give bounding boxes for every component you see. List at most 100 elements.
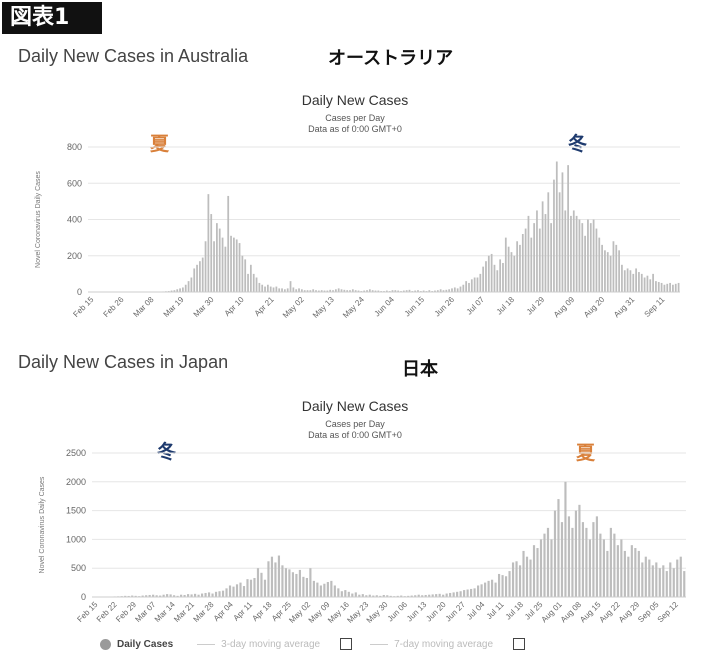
bar <box>547 192 550 292</box>
bar <box>210 214 213 292</box>
bar <box>317 290 320 292</box>
bar <box>504 237 507 293</box>
x-tick-label: Jun 27 <box>444 600 468 624</box>
bar <box>340 289 343 292</box>
bar <box>319 585 322 597</box>
bar <box>588 539 591 597</box>
bar <box>162 594 165 597</box>
x-tick-label: Aug 20 <box>582 295 607 320</box>
legend-avg3-checkbox[interactable] <box>340 638 353 650</box>
bar <box>638 272 640 292</box>
legend-avg7-label[interactable]: 7-day moving average <box>394 638 494 650</box>
bar <box>272 287 275 292</box>
bar <box>242 586 246 597</box>
bar <box>494 582 497 597</box>
bar <box>391 290 394 292</box>
bar <box>264 286 266 292</box>
bar <box>173 595 176 597</box>
japan-chart-subtitle: Cases per Day <box>325 419 385 429</box>
y-tick-label: 0 <box>81 592 86 602</box>
bar <box>306 290 309 292</box>
bar <box>323 583 326 597</box>
x-tick-label: Jul 18 <box>504 600 526 622</box>
y-tick-label: 0 <box>77 287 82 297</box>
bar <box>438 593 441 597</box>
x-tick-label: Feb 22 <box>95 600 119 624</box>
bar <box>560 522 564 597</box>
bar <box>298 288 300 293</box>
bar <box>224 246 227 292</box>
x-tick-label: Sep 12 <box>656 600 681 625</box>
bar <box>504 576 508 597</box>
bar <box>193 268 196 292</box>
bar <box>476 277 479 292</box>
bar <box>284 568 288 597</box>
bar <box>672 284 674 292</box>
bar <box>201 257 204 292</box>
bar <box>197 594 200 597</box>
bar <box>190 277 193 292</box>
bar <box>295 573 298 597</box>
bar <box>270 556 274 597</box>
x-tick-label: May 30 <box>365 600 390 625</box>
bar <box>616 545 619 597</box>
bar <box>246 579 249 597</box>
bar <box>561 172 564 293</box>
legend-avg7-marker[interactable] <box>370 643 389 645</box>
bar <box>337 288 340 293</box>
bar <box>663 284 666 292</box>
y-tick-label: 2000 <box>66 477 86 487</box>
bar <box>530 237 533 293</box>
bar <box>255 277 258 292</box>
bar <box>182 287 184 292</box>
bar <box>295 289 298 292</box>
bar <box>558 192 561 292</box>
bar <box>575 215 578 293</box>
bar <box>470 588 473 597</box>
bar <box>683 571 686 597</box>
bar <box>303 290 306 292</box>
bar <box>141 595 144 597</box>
bar <box>330 580 333 597</box>
bar <box>368 289 371 292</box>
bar <box>606 550 609 597</box>
bar <box>363 290 366 292</box>
bar <box>676 559 679 597</box>
bar <box>145 595 148 597</box>
bar <box>204 241 207 292</box>
bar <box>615 244 618 293</box>
bar <box>402 290 405 292</box>
x-tick-label: Jun 15 <box>403 295 427 319</box>
bar <box>375 595 378 597</box>
bar <box>539 539 543 597</box>
bar <box>490 253 493 292</box>
bar <box>623 270 626 292</box>
bar <box>397 290 400 292</box>
bar <box>199 261 201 292</box>
legend-daily-marker[interactable] <box>100 638 111 650</box>
legend-avg3-marker[interactable] <box>197 643 216 645</box>
legend-avg7-checkbox[interactable] <box>513 638 526 650</box>
bar <box>357 290 360 292</box>
bar <box>346 290 349 292</box>
bar <box>536 210 538 292</box>
bar <box>323 290 326 292</box>
bar <box>524 228 527 292</box>
bar <box>666 283 669 292</box>
bar <box>329 289 332 292</box>
bar <box>609 255 612 292</box>
bar <box>453 287 456 292</box>
bar <box>541 201 544 293</box>
bar <box>502 263 504 292</box>
bar <box>267 561 270 597</box>
bar <box>662 565 665 597</box>
bar <box>578 504 581 597</box>
bar <box>166 594 169 597</box>
bar <box>519 244 521 293</box>
bar <box>497 573 501 597</box>
bar <box>567 165 569 293</box>
legend-avg3-label[interactable]: 3-day moving average <box>221 638 321 650</box>
bar <box>365 595 368 597</box>
x-tick-label: Mar 28 <box>192 600 216 624</box>
legend-daily-label[interactable]: Daily Cases <box>117 638 174 650</box>
